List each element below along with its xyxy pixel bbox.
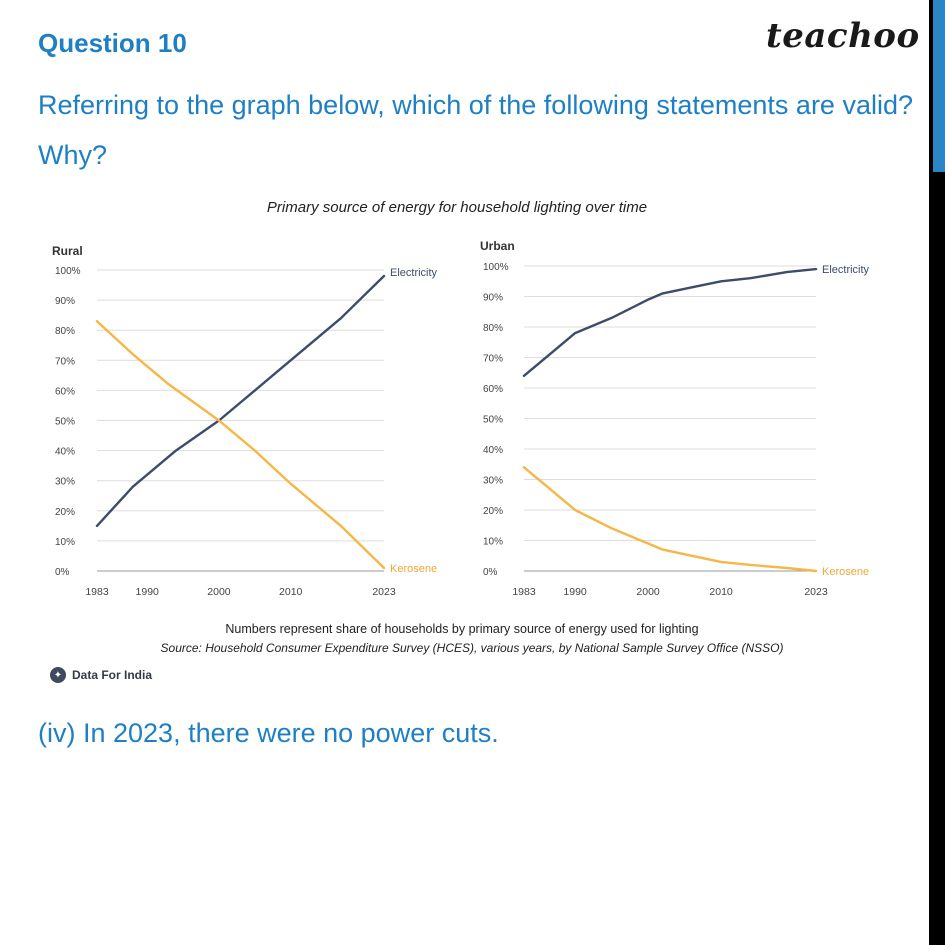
rural-y-tick-label: 40% [55,447,75,458]
rural-y-tick-label: 30% [55,477,75,488]
right-edge-accent [933,0,945,172]
urban-y-tick-label: 80% [483,323,503,334]
urban-x-tick-label: 1983 [512,586,536,598]
urban-y-tick-label: 20% [483,506,503,517]
rural-panel-title: Rural [52,244,83,258]
urban-y-tick-label: 10% [483,537,503,548]
question-text: Referring to the graph below, which of t… [38,90,913,170]
rural-x-tick-label: 1983 [85,586,109,598]
urban-y-tick-label: 70% [483,354,503,365]
rural-panel: Rural 0% 10% 20% 30% 40% 50% 60% 70% 80% 90% 100% 1… [52,244,438,598]
urban-x-tick-label: 2000 [636,586,660,598]
rural-electricity-label: Electricity [390,267,438,279]
rural-x-tick-label: 2000 [207,586,231,598]
data-for-india-logo-icon: ✦ [50,667,66,683]
rural-y-tick-label: 10% [55,537,75,548]
rural-x-tick-label: 1990 [136,586,160,598]
rural-y-tick-label: 20% [55,507,75,518]
rural-y-tick-label: 50% [55,417,75,428]
rural-kerosene-line [95,320,386,570]
rural-x-tick-label: 2023 [372,586,396,598]
statement-iv: (iv) In 2023, there were no power cuts. [38,718,499,748]
urban-y-tick-label: 100% [483,262,509,273]
rural-y-tick-label: 100% [55,266,81,277]
chart-title: Primary source of energy for household l… [267,199,647,216]
chart-note: Numbers represent share of households by… [225,622,698,636]
urban-y-tick-label: 0% [483,567,498,578]
data-for-india-brand: ✦ Data For India [50,667,152,683]
rural-y-tick-label: 70% [55,356,75,367]
rural-y-tick-label: 60% [55,386,75,397]
urban-panel-title: Urban [480,239,515,253]
urban-y-tick-label: 60% [483,384,503,395]
urban-electricity-line [522,267,818,377]
question-title: Question 10 [38,28,187,58]
right-edge-bar [929,0,945,945]
urban-y-tick-label: 90% [483,293,503,304]
rural-kerosene-label: Kerosene [390,563,437,575]
urban-x-tick-label: 2010 [709,586,733,598]
urban-x-tick-label: 1990 [563,586,587,598]
rural-x-tick-label: 2010 [279,586,303,598]
urban-y-tick-label: 30% [483,476,503,487]
data-for-india-label: Data For India [72,668,153,682]
urban-electricity-label: Electricity [822,264,870,276]
urban-kerosene-label: Kerosene [822,566,869,578]
rural-y-tick-label: 0% [55,567,70,578]
urban-panel: Urban 0% 10% 20% 30% 40% 50% 60% 70% 80% 90% 100% 1… [480,239,870,598]
teachoo-logo: teachoo [766,16,920,56]
urban-y-tick-label: 40% [483,445,503,456]
urban-y-tick-label: 50% [483,415,503,426]
chart-source: Source: Household Consumer Expenditure S… [161,641,784,655]
urban-x-tick-label: 2023 [804,586,828,598]
rural-electricity-line [95,274,386,528]
urban-kerosene-line [522,466,818,573]
rural-y-tick-label: 80% [55,326,75,337]
rural-y-tick-label: 90% [55,296,75,307]
energy-lighting-chart: Primary source of energy for household l… [52,199,870,655]
